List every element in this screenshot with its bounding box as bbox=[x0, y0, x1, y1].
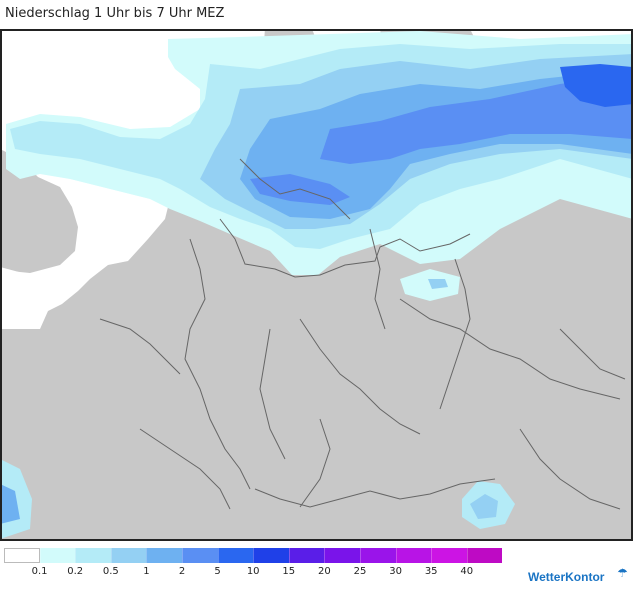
precip-2 bbox=[320, 74, 631, 164]
legend-label: 40 bbox=[460, 566, 474, 577]
precipitation-legend: 0.1 0.2 0.5 1 2 5 10 15 20 25 30 35 40 bbox=[4, 548, 504, 577]
legend-label: 1 bbox=[143, 566, 150, 577]
legend-swatch bbox=[181, 548, 218, 563]
legend-swatch bbox=[217, 548, 254, 563]
precip-5 bbox=[560, 64, 631, 107]
legend-label: 15 bbox=[282, 566, 296, 577]
legend-label: 30 bbox=[389, 566, 402, 577]
brand-logo[interactable]: WetterKontor bbox=[528, 570, 605, 584]
great-britain bbox=[2, 150, 78, 273]
english-channel bbox=[2, 267, 62, 325]
precipitation-map bbox=[0, 29, 633, 541]
legend-swatch bbox=[4, 548, 40, 563]
legend-label: 25 bbox=[353, 566, 367, 577]
legend-label: 0.1 bbox=[31, 566, 48, 577]
legend-labels: 0.1 0.2 0.5 1 2 5 10 15 20 25 30 35 40 bbox=[4, 563, 504, 577]
legend-label: 2 bbox=[178, 566, 186, 577]
legend-swatch bbox=[288, 548, 325, 563]
country-borders bbox=[99, 158, 626, 510]
legend-swatch bbox=[146, 548, 182, 563]
legend-label: 20 bbox=[318, 566, 331, 577]
precip-czech bbox=[400, 269, 460, 301]
legend-swatch bbox=[39, 548, 76, 563]
legend-swatch bbox=[466, 548, 503, 563]
legend-swatch bbox=[431, 548, 467, 563]
legend-label: 0.5 bbox=[102, 566, 119, 577]
legend-label: 0.2 bbox=[67, 566, 84, 577]
legend-swatch bbox=[253, 548, 289, 563]
map-frame bbox=[0, 29, 633, 541]
legend-swatch bbox=[359, 548, 396, 563]
legend-label: 5 bbox=[214, 566, 221, 577]
legend-swatch bbox=[324, 548, 360, 563]
precip-south-west-core bbox=[2, 484, 20, 524]
precip-alps-core bbox=[470, 494, 498, 519]
map-title: Niederschlag 1 Uhr bis 7 Uhr MEZ bbox=[5, 6, 225, 21]
weather-icon: ☂ bbox=[617, 566, 628, 580]
legend-swatch bbox=[395, 548, 432, 563]
legend-swatch bbox=[110, 548, 147, 563]
legend-label: 35 bbox=[424, 566, 438, 577]
precip-czech-core bbox=[428, 279, 448, 289]
legend-label: 10 bbox=[246, 566, 260, 577]
legend-swatch bbox=[75, 548, 111, 563]
precipitation-layer bbox=[6, 31, 631, 275]
legend-color-bar bbox=[4, 548, 504, 563]
